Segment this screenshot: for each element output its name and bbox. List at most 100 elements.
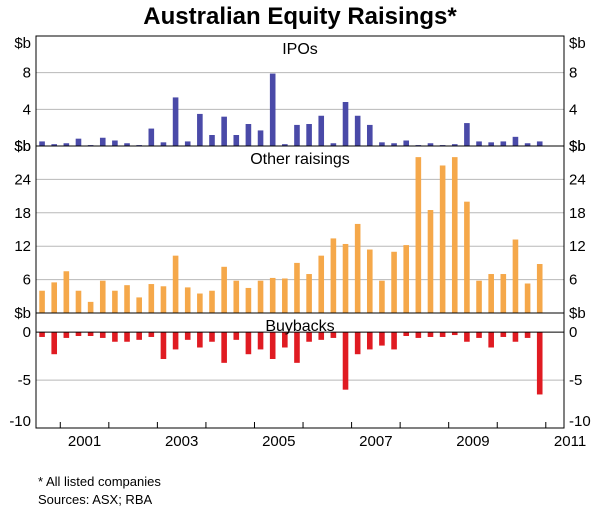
- buybacks-bar: [87, 332, 94, 336]
- other-raisings-bar: [148, 284, 155, 313]
- other-raisings-bar: [476, 280, 482, 313]
- buybacks-bar: [306, 332, 312, 342]
- other-raisings-bar: [330, 238, 337, 313]
- ipos-bar: [451, 144, 458, 146]
- footnote-companies: * All listed companies: [38, 474, 161, 489]
- buybacks-bar: [184, 332, 191, 340]
- buybacks-y-tick-left: -10: [9, 413, 31, 430]
- buybacks-bar: [39, 332, 45, 337]
- ipos-y-tick-right: 4: [569, 101, 577, 118]
- ipos-bar: [330, 143, 337, 146]
- buybacks-bar: [427, 332, 434, 337]
- buybacks-bar: [75, 332, 82, 336]
- other-raisings-bar: [124, 285, 130, 313]
- other-raisings-bar: [318, 255, 325, 313]
- ipos-bar: [112, 140, 118, 146]
- ipos-bar: [318, 115, 325, 146]
- ipos-y-tick-right: $b: [569, 138, 586, 155]
- ipos-bar: [306, 124, 312, 146]
- buybacks-bar: [354, 332, 361, 355]
- other-raisings-panel-title: Other raisings: [250, 151, 350, 168]
- plot-frame: [35, 35, 565, 429]
- x-tick-label: 2007: [359, 433, 392, 450]
- other-raisings-y-tick-left: 6: [23, 272, 31, 289]
- buybacks-bar: [51, 332, 58, 355]
- ipos-bar: [197, 113, 203, 146]
- x-tick-label: 2005: [262, 433, 295, 450]
- other-raisings-bar: [99, 280, 106, 313]
- other-raisings-bar: [379, 280, 385, 313]
- other-raisings-bar: [51, 282, 58, 313]
- buybacks-bar: [439, 332, 446, 337]
- ipos-bar: [536, 141, 543, 146]
- ipos-bar: [354, 115, 361, 146]
- other-raisings-bar: [403, 245, 410, 313]
- x-tick-label: 2001: [68, 433, 101, 450]
- buybacks-panel-title: Buybacks: [265, 318, 334, 335]
- other-raisings-bar: [306, 274, 312, 313]
- other-raisings-bar: [512, 239, 519, 313]
- ipos-y-tick-right: $b: [569, 35, 586, 52]
- ipos-bar: [500, 141, 507, 146]
- plot-area: IPOs $b $b 4 4 8 8 $b $b Other raisings $b $b 6 6 12 12…: [9, 35, 590, 450]
- buybacks-bar: [172, 332, 179, 350]
- ipos-bar: [464, 123, 470, 146]
- other-raisings-bar: [209, 290, 215, 313]
- other-raisings-bar: [112, 290, 118, 313]
- other-raisings-bar: [451, 157, 458, 313]
- ipos-bar: [282, 144, 288, 146]
- buybacks-bar: [209, 332, 215, 342]
- other-raisings-bar: [391, 251, 397, 313]
- other-raisings-bar: [160, 286, 167, 313]
- ipos-y-tick-left: $b: [14, 35, 31, 52]
- other-raisings-bar: [464, 201, 470, 313]
- buybacks-y-tick-right: 0: [569, 324, 577, 341]
- footnote-sources: Sources: ASX; RBA: [38, 492, 152, 507]
- ipos-bar: [209, 135, 215, 146]
- ipos-y-tick-left: $b: [14, 138, 31, 155]
- ipos-bar: [391, 143, 397, 146]
- other-raisings-y-tick-right: $b: [569, 305, 586, 322]
- buybacks-bar: [379, 332, 385, 346]
- other-raisings-bar: [439, 165, 446, 313]
- other-raisings-y-tick-right: $b: [569, 138, 586, 155]
- ipos-bar: [524, 143, 531, 146]
- buybacks-bar: [136, 332, 142, 340]
- buybacks-bar: [148, 332, 155, 337]
- buybacks-bar: [197, 332, 203, 348]
- buybacks-y-tick-right: -10: [569, 413, 591, 430]
- other-raisings-bar: [39, 290, 45, 313]
- buybacks-y-tick-left: 0: [23, 324, 31, 341]
- buybacks-y-tick-left: -5: [18, 372, 31, 389]
- x-tick-label: 2011: [554, 433, 586, 450]
- buybacks-bar: [112, 332, 118, 342]
- buybacks-bar: [160, 332, 167, 359]
- buybacks-bar: [233, 332, 240, 340]
- other-raisings-y-tick-right: 18: [569, 205, 586, 222]
- other-raisings-bar: [524, 283, 531, 313]
- buybacks-bar: [282, 332, 288, 348]
- ipos-bar: [75, 138, 82, 146]
- other-raisings-bar: [197, 293, 203, 313]
- other-raisings-bar: [87, 301, 94, 313]
- ipos-bar: [148, 128, 155, 146]
- other-raisings-bar: [221, 266, 227, 313]
- buybacks-bar: [524, 332, 531, 338]
- other-raisings-bar: [63, 271, 70, 313]
- other-raisings-y-tick-right: 6: [569, 272, 577, 289]
- other-raisings-bar: [136, 297, 142, 313]
- ipos-bar: [366, 124, 373, 146]
- ipos-y-tick-right: 8: [569, 65, 577, 82]
- ipos-bar: [245, 124, 252, 146]
- buybacks-bar: [451, 332, 458, 336]
- ipos-bar: [99, 137, 106, 146]
- buybacks-bar: [366, 332, 373, 350]
- buybacks-bar: [512, 332, 519, 342]
- other-raisings-bar: [354, 223, 361, 313]
- ipos-bar: [160, 142, 167, 146]
- ipos-bar: [488, 142, 494, 146]
- buybacks-bar: [488, 332, 494, 348]
- other-raisings-bar: [75, 290, 82, 313]
- other-raisings-bar: [488, 274, 494, 313]
